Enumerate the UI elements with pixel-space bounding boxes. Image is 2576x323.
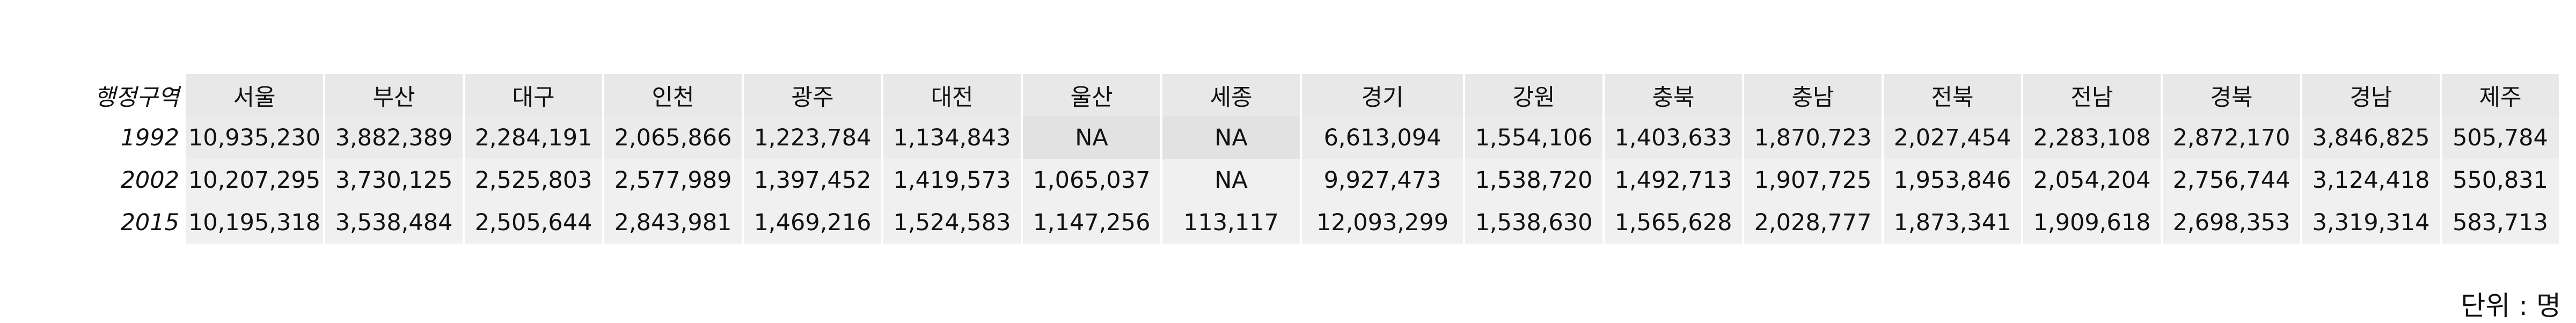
table-body: 1992 10,935,230 3,882,389 2,284,191 2,065,86… xyxy=(83,116,2559,244)
table-cell: 2,054,204 xyxy=(2023,159,2161,201)
table-cell: 2,698,353 xyxy=(2163,201,2300,244)
table-cell: 1,870,723 xyxy=(1744,116,1882,159)
table-cell: NA xyxy=(1162,116,1300,159)
column-header: 전남 xyxy=(2023,74,2161,116)
table-row: 2015 10,195,318 3,538,484 2,505,644 2,843,98… xyxy=(83,201,2559,244)
table-cell: 1,403,633 xyxy=(1605,116,1742,159)
column-header: 강원 xyxy=(1465,74,1602,116)
table-cell: 505,784 xyxy=(2442,116,2559,159)
column-header: 세종 xyxy=(1162,74,1300,116)
table-cell: 12,093,299 xyxy=(1302,201,1463,244)
column-header: 울산 xyxy=(1023,74,1160,116)
table-cell: 2,756,744 xyxy=(2163,159,2300,201)
table-cell: 9,927,473 xyxy=(1302,159,1463,201)
population-table-container: 행정구역 서울 부산 대구 인천 광주 대전 울산 세종 경기 강원 충북 충남 전북 전남 경북 경남 제주 … xyxy=(80,74,2561,244)
row-year-label: 2002 xyxy=(120,166,179,194)
table-cell: 2,577,989 xyxy=(604,159,742,201)
table-cell: 1,134,843 xyxy=(883,116,1021,159)
table-cell: 6,613,094 xyxy=(1302,116,1463,159)
table-cell: 1,223,784 xyxy=(744,116,881,159)
table-cell: 2,027,454 xyxy=(1884,116,2021,159)
table-row: 2002 10,207,295 3,730,125 2,525,803 2,577,98… xyxy=(83,159,2559,201)
column-header: 제주 xyxy=(2442,74,2559,116)
table-cell: 2,065,866 xyxy=(604,116,742,159)
header-row: 행정구역 서울 부산 대구 인천 광주 대전 울산 세종 경기 강원 충북 충남 전북 전남 경북 경남 제주 xyxy=(83,74,2559,116)
table-cell: 10,207,295 xyxy=(186,159,323,201)
column-header: 대전 xyxy=(883,74,1021,116)
table-cell: 1,419,573 xyxy=(883,159,1021,201)
table-cell: 1,565,628 xyxy=(1605,201,1742,244)
column-header: 충북 xyxy=(1605,74,1742,116)
table-cell: 1,909,618 xyxy=(2023,201,2161,244)
table-cell: 1,147,256 xyxy=(1023,201,1160,244)
table-cell: 3,846,825 xyxy=(2302,116,2440,159)
table-cell: 3,124,418 xyxy=(2302,159,2440,201)
column-header: 전북 xyxy=(1884,74,2021,116)
table-cell: 10,195,318 xyxy=(186,201,323,244)
table-cell: 2,284,191 xyxy=(465,116,602,159)
table-cell: 2,872,170 xyxy=(2163,116,2300,159)
table-cell: 2,505,644 xyxy=(465,201,602,244)
row-year-label: 2015 xyxy=(120,209,179,236)
column-header: 경남 xyxy=(2302,74,2440,116)
table-cell: 113,117 xyxy=(1162,201,1300,244)
table-row: 1992 10,935,230 3,882,389 2,284,191 2,065,86… xyxy=(83,116,2559,159)
table-cell: 3,319,314 xyxy=(2302,201,2440,244)
table-cell: 3,730,125 xyxy=(325,159,463,201)
column-header: 충남 xyxy=(1744,74,1882,116)
table-cell: 2,843,981 xyxy=(604,201,742,244)
table-cell: 10,935,230 xyxy=(186,116,323,159)
column-header: 경기 xyxy=(1302,74,1463,116)
table-cell: 1,538,630 xyxy=(1465,201,1602,244)
table-cell: 1,492,713 xyxy=(1605,159,1742,201)
column-header: 인천 xyxy=(604,74,742,116)
column-header: 대구 xyxy=(465,74,602,116)
column-header: 경북 xyxy=(2163,74,2300,116)
table-cell: 2,028,777 xyxy=(1744,201,1882,244)
corner-label: 행정구역 xyxy=(94,84,179,111)
table-cell: 3,882,389 xyxy=(325,116,463,159)
table-cell: 583,713 xyxy=(2442,201,2559,244)
unit-note: 단위 : 명 xyxy=(2461,290,2561,321)
table-cell: 2,525,803 xyxy=(465,159,602,201)
table-cell: 1,065,037 xyxy=(1023,159,1160,201)
column-header: 서울 xyxy=(186,74,323,116)
column-header: 부산 xyxy=(325,74,463,116)
table-cell: 3,538,484 xyxy=(325,201,463,244)
table-cell: 1,469,216 xyxy=(744,201,881,244)
table-cell: 2,283,108 xyxy=(2023,116,2161,159)
table-cell: 1,524,583 xyxy=(883,201,1021,244)
table-cell: NA xyxy=(1162,159,1300,201)
table-cell: 1,397,452 xyxy=(744,159,881,201)
table-cell: 1,554,106 xyxy=(1465,116,1602,159)
table-cell: 1,873,341 xyxy=(1884,201,2021,244)
table-cell: 1,907,725 xyxy=(1744,159,1882,201)
table-cell: NA xyxy=(1023,116,1160,159)
table-cell: 550,831 xyxy=(2442,159,2559,201)
column-header: 광주 xyxy=(744,74,881,116)
row-year-label: 1992 xyxy=(120,124,179,151)
population-table: 행정구역 서울 부산 대구 인천 광주 대전 울산 세종 경기 강원 충북 충남 전북 전남 경북 경남 제주 … xyxy=(80,74,2561,244)
table-cell: 1,953,846 xyxy=(1884,159,2021,201)
table-cell: 1,538,720 xyxy=(1465,159,1602,201)
